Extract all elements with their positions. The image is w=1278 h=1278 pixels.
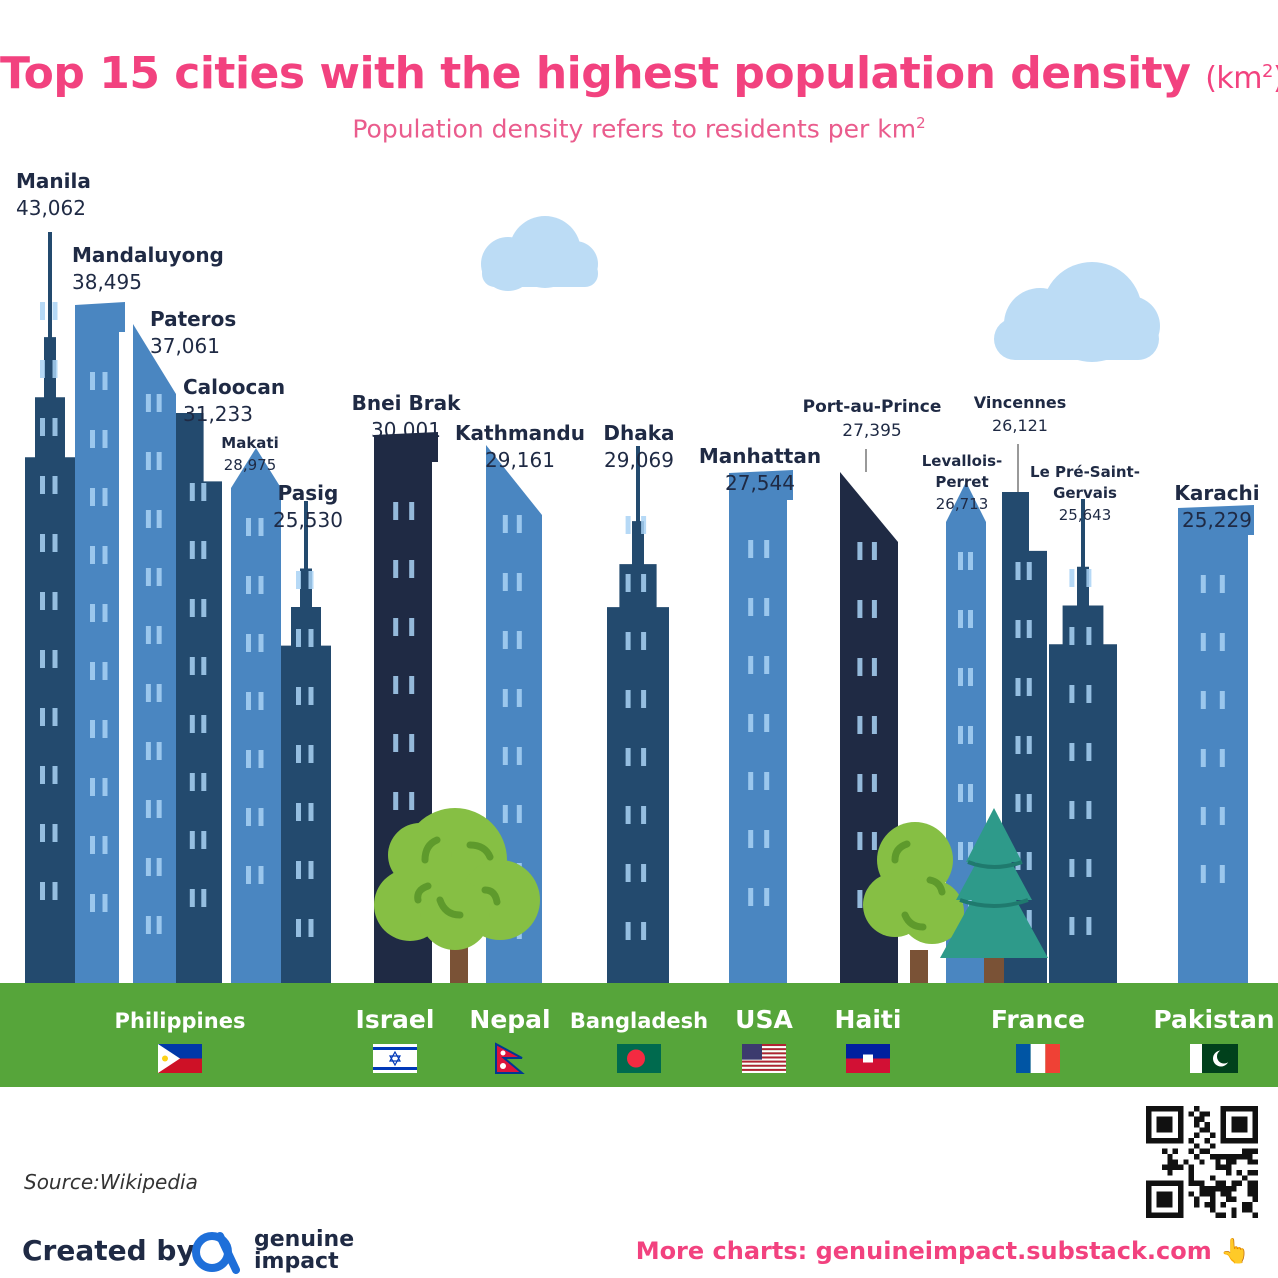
city-label: Kathmandu — [455, 421, 585, 445]
bar-pasig — [281, 501, 331, 983]
flag-philippines-icon — [158, 1044, 202, 1073]
value-label: 25,530 — [273, 508, 343, 532]
skyline-chart: Manila 43,062 Mandaluyong 38,495 Pateros 37,0… — [0, 169, 1278, 1087]
tree-icon — [863, 822, 964, 985]
value-label: 28,975 — [224, 456, 277, 474]
created-by-label: Created by — [22, 1234, 195, 1267]
city-label: Manila — [16, 169, 91, 193]
country-label: Philippines — [115, 1009, 246, 1033]
value-label: 25,229 — [1182, 508, 1252, 532]
country-bangladesh: Bangladesh — [570, 1009, 708, 1073]
label-mandaluyong: Mandaluyong 38,495 — [72, 243, 224, 294]
country-label: Pakistan — [1153, 1005, 1274, 1034]
label-caloocan: Caloocan 31,233 — [183, 375, 285, 426]
value-label: 38,495 — [72, 270, 142, 294]
bar-dhaka — [607, 446, 669, 983]
value-label: 31,233 — [183, 402, 253, 426]
value-label: 25,643 — [1059, 506, 1112, 524]
flag-bangladesh-icon — [617, 1044, 661, 1073]
country-label: Israel — [356, 1005, 435, 1034]
bar-pateros — [133, 324, 176, 983]
bar-caloocan — [176, 413, 222, 983]
label-pateros: Pateros 37,061 — [150, 307, 236, 358]
city-label: Karachi — [1174, 481, 1259, 505]
chart-title: Top 15 cities with the highest populatio… — [0, 48, 1278, 99]
value-label: 29,161 — [485, 448, 555, 472]
label-makati: Makati 28,975 — [221, 434, 278, 474]
flag-nepal-icon — [495, 1042, 525, 1074]
city-label: Levallois- — [922, 452, 1003, 470]
flag-pakistan-icon — [1190, 1044, 1238, 1073]
bar-manhattan — [729, 470, 793, 983]
city-label: Pateros — [150, 307, 236, 331]
label-port-au-prince: Port-au-Prince 27,395 — [803, 397, 942, 472]
more-charts-link[interactable]: More charts: genuineimpact.substack.com … — [635, 1237, 1250, 1265]
label-dhaka: Dhaka 29,069 — [603, 421, 674, 472]
country-haiti: Haiti — [835, 1005, 902, 1073]
value-label: 30,001 — [371, 418, 441, 442]
city-label: Port-au-Prince — [803, 397, 942, 417]
value-label: 29,069 — [604, 448, 674, 472]
country-nepal: Nepal — [469, 1005, 551, 1074]
country-philippines: Philippines — [115, 1009, 246, 1073]
source-note: Source:Wikipedia — [24, 1170, 198, 1194]
city-label: Mandaluyong — [72, 243, 224, 267]
label-vincennes: Vincennes 26,121 — [974, 393, 1066, 492]
bar-makati — [231, 448, 281, 983]
cloud-icon — [481, 216, 598, 291]
chart-subtitle: Population density refers to residents p… — [352, 114, 926, 144]
city-label: Caloocan — [183, 375, 285, 399]
flag-france-icon — [1016, 1044, 1060, 1073]
value-label: 43,062 — [16, 196, 86, 220]
label-manhattan: Manhattan 27,544 — [699, 444, 821, 495]
city-label: Pasig — [278, 481, 339, 505]
value-label: 27,544 — [725, 471, 795, 495]
qr-code-icon — [1146, 1106, 1258, 1218]
bar-le-pre-saint-gervais — [1049, 499, 1117, 983]
flag-israel-icon — [373, 1044, 417, 1073]
city-label: Manhattan — [699, 444, 821, 468]
value-label: 26,713 — [936, 495, 989, 513]
country-france: France — [991, 1005, 1085, 1073]
country-label: Bangladesh — [570, 1009, 708, 1033]
value-label: 37,061 — [150, 334, 220, 358]
country-label: France — [991, 1005, 1085, 1034]
label-bnei-brak: Bnei Brak 30,001 — [352, 391, 461, 442]
genuine-impact-logo-icon — [192, 1232, 240, 1274]
country-usa: USA — [735, 1005, 793, 1073]
city-label: Dhaka — [603, 421, 674, 445]
label-pasig: Pasig 25,530 — [273, 481, 343, 532]
city-label: Vincennes — [974, 393, 1066, 412]
label-karachi: Karachi 25,229 — [1174, 481, 1259, 532]
value-label: 26,121 — [992, 416, 1048, 435]
country-israel: Israel — [356, 1005, 435, 1073]
label-manila: Manila 43,062 — [16, 169, 91, 220]
city-label: Gervais — [1053, 484, 1117, 502]
country-pakistan: Pakistan — [1153, 1005, 1275, 1073]
city-label: Perret — [935, 473, 988, 491]
label-le-pre-saint-gervais: Le Pré-Saint- Gervais 25,643 — [1030, 463, 1140, 524]
bar-karachi — [1178, 505, 1254, 983]
label-kathmandu: Kathmandu 29,161 — [455, 421, 585, 472]
country-label: Haiti — [835, 1005, 902, 1034]
value-label: 27,395 — [842, 421, 901, 441]
bar-manila — [25, 232, 75, 983]
country-label: USA — [735, 1005, 793, 1034]
cloud-icon — [994, 262, 1160, 362]
city-label: Bnei Brak — [352, 391, 461, 415]
pine-tree-icon — [940, 808, 1048, 985]
bar-mandaluyong — [75, 302, 125, 983]
country-label: Nepal — [469, 1005, 550, 1034]
flag-haiti-icon — [846, 1044, 890, 1073]
city-label: Makati — [221, 434, 278, 452]
flag-usa-icon — [742, 1044, 786, 1073]
label-levallois-perret: Levallois- Perret 26,713 — [922, 452, 1003, 513]
brand-name: genuine impact — [254, 1227, 355, 1274]
tree-icon — [374, 808, 540, 985]
city-label: Le Pré-Saint- — [1030, 463, 1140, 481]
